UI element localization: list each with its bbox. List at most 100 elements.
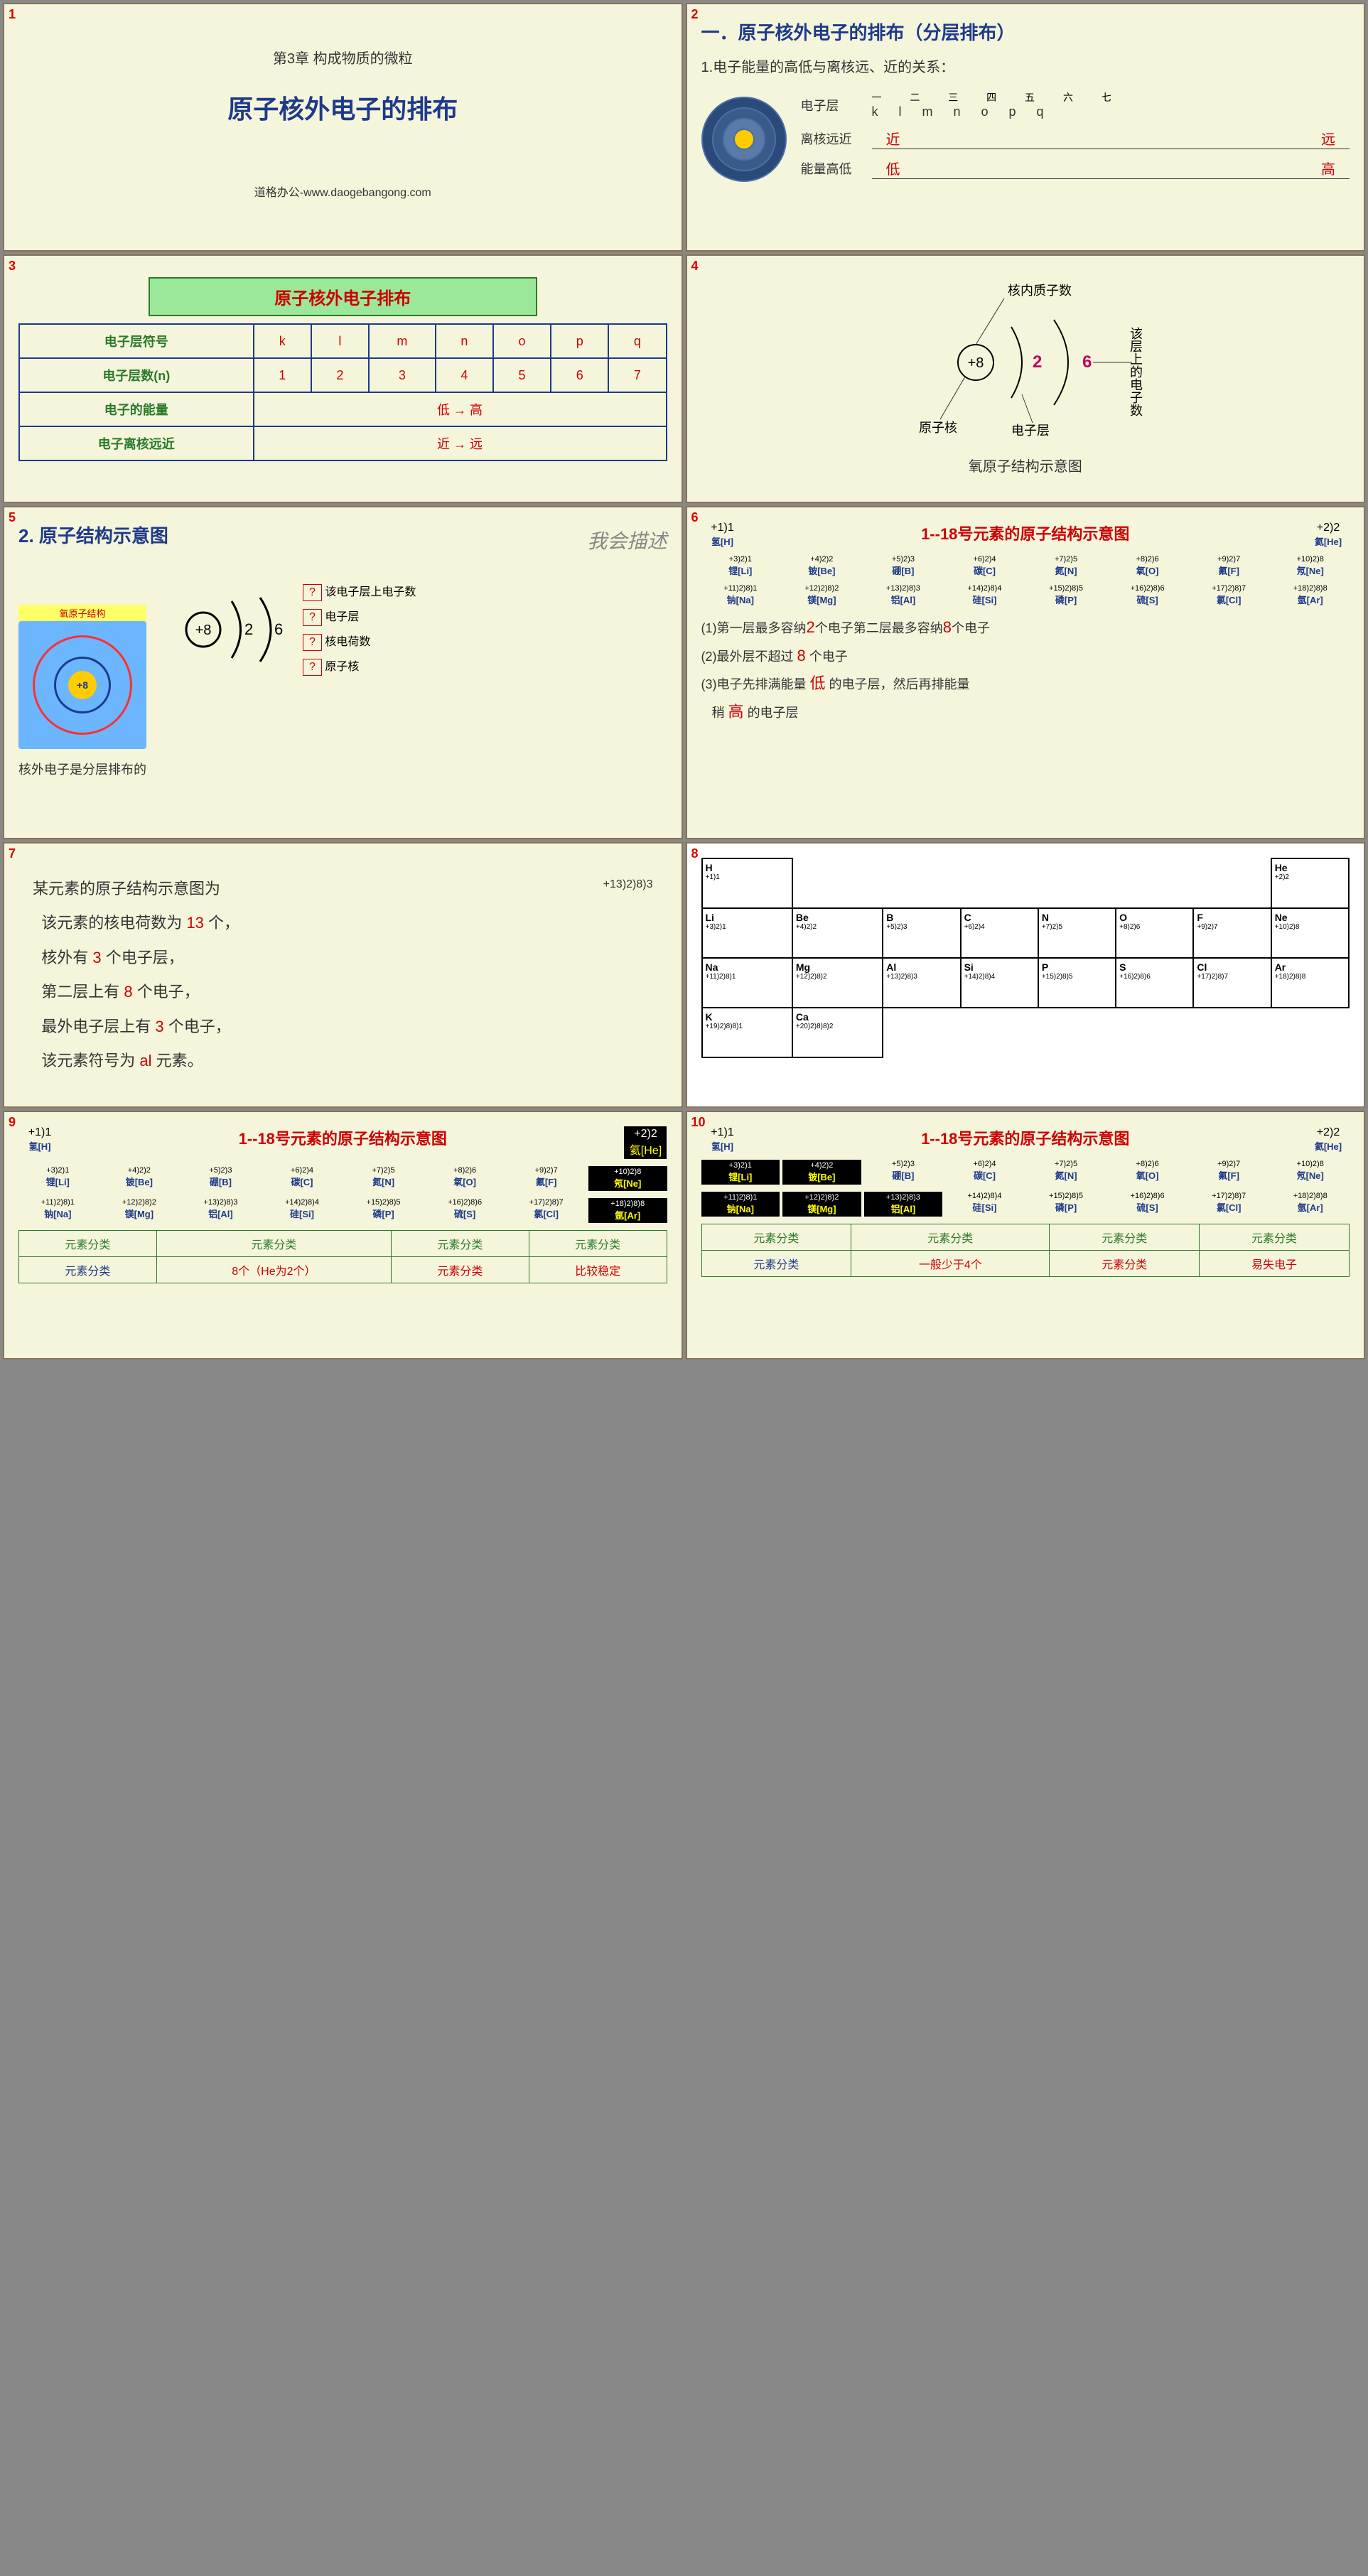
element-cell: +9)2)7氟[F]: [507, 1166, 586, 1191]
svg-text:电子层: 电子层: [1011, 424, 1050, 438]
element-cell: +15)2)8)5磷[P]: [344, 1198, 423, 1223]
svg-text:核内质子数: 核内质子数: [1008, 284, 1072, 298]
bottom-text: 核外电子是分层排布的: [18, 760, 146, 778]
element-cell: +5)2)3硼[B]: [864, 555, 943, 577]
element-cell: +13)2)8)3铝[Al]: [864, 1192, 943, 1217]
pt-cell: Ca+20)2)8)8)2: [792, 1008, 883, 1057]
slide9-title: 1--18号元素的原子结构示意图: [239, 1126, 447, 1159]
pt-cell: [1271, 1008, 1349, 1057]
element-cell: +16)2)8)6硫[S]: [1108, 584, 1187, 606]
pt-cell: [1193, 858, 1271, 908]
element-cell: +12)2)8)2镁[Mg]: [100, 1198, 179, 1223]
pt-cell: [1193, 1008, 1271, 1057]
element-cell: +6)2)4碳[C]: [263, 1166, 342, 1191]
slide-number: 2: [691, 7, 699, 22]
element-cell: +4)2)2铍[Be]: [782, 555, 861, 577]
pt-cell: O+8)2)6: [1116, 908, 1193, 958]
pt-cell: F+9)2)7: [1193, 908, 1271, 958]
element-cell: +18)2)8)8氩[Ar]: [1271, 1192, 1350, 1217]
element-cell: +9)2)7氟[F]: [1190, 1160, 1269, 1185]
pt-cell: Li+3)2)1: [702, 908, 792, 958]
slide-number: 6: [691, 510, 699, 525]
pt-cell: N+7)2)5: [1038, 908, 1116, 958]
shell-table: 电子层符号 k l m n o p q 电子层数(n) 1 2 3 4 5 6 …: [18, 323, 667, 461]
element-cell: +7)2)5氮[N]: [344, 1166, 423, 1191]
pt-cell: [961, 1008, 1038, 1057]
footer-text: 道格办公-www.daogebangong.com: [18, 183, 667, 200]
element-cell: +17)2)8)7氯[Cl]: [1190, 1192, 1269, 1217]
pt-cell: [961, 858, 1038, 908]
element-grid-row3: +11)2)8)1钠[Na]+12)2)8)2镁[Mg]+13)2)8)3铝[A…: [701, 584, 1350, 606]
element-cell: +4)2)2铍[Be]: [100, 1166, 179, 1191]
svg-text:+8: +8: [195, 623, 212, 638]
element-cell: +6)2)4碳[C]: [945, 555, 1024, 577]
svg-text:6: 6: [274, 620, 283, 638]
row-label: 能量高低: [801, 159, 872, 178]
oxygen-atom-diagram: +8 2 6 核内质子数 原子核 电子层 该层上的电子数: [701, 270, 1350, 448]
element-cell: +17)2)8)7氯[Cl]: [1190, 584, 1269, 606]
element-cell: +12)2)8)2镁[Mg]: [782, 1192, 861, 1217]
svg-text:原子核: 原子核: [919, 421, 957, 435]
element-cell: +9)2)7氟[F]: [1190, 555, 1269, 577]
pt-cell: B+5)2)3: [883, 908, 960, 958]
slide10-title: 1--18号元素的原子结构示意图: [921, 1126, 1129, 1153]
section-title: 2. 原子结构示意图: [18, 522, 168, 548]
pt-cell: [1116, 1008, 1193, 1057]
pt-cell: Si+14)2)8)4: [961, 958, 1038, 1008]
element-cell: +14)2)8)4硅[Si]: [945, 584, 1024, 606]
slide-4: 4 +8 2 6 核内质子数 原子核 电子层 该层上的电子数 氧原子结构示意图: [686, 254, 1366, 503]
chapter-label: 第3章 构成物质的微粒: [18, 47, 667, 68]
svg-text:2: 2: [244, 620, 253, 638]
pt-cell: [883, 1008, 960, 1057]
slide-number: 3: [9, 259, 16, 274]
row-label: 离核远近: [801, 129, 872, 148]
slide-number: 4: [691, 259, 699, 274]
row-label: 电子层: [801, 96, 872, 114]
svg-text:2: 2: [1033, 352, 1042, 372]
pt-cell: [1038, 1008, 1116, 1057]
pt-cell: C+6)2)4: [961, 908, 1038, 958]
slide-3: 3 原子核外电子排布 电子层符号 k l m n o p q 电子层数(n) 1…: [3, 254, 683, 503]
element-cell: +8)2)6氧[O]: [1108, 555, 1187, 577]
slide-number: 5: [9, 510, 16, 525]
element-cell: +10)2)8氖[Ne]: [1271, 555, 1350, 577]
pt-cell: Be+4)2)2: [792, 908, 883, 958]
pt-cell: [1116, 858, 1193, 908]
element-cell: +14)2)8)4硅[Si]: [945, 1192, 1024, 1217]
pt-cell: P+15)2)8)5: [1038, 958, 1116, 1008]
row-top: 一 二 三 四 五 六 七: [872, 90, 1350, 104]
svg-text:+8: +8: [967, 355, 984, 371]
element-cell: +13)2)8)3铝[Al]: [181, 1198, 260, 1223]
oxygen-structure-icon: +8: [18, 621, 146, 749]
pt-cell: Al+13)2)8)3: [883, 958, 960, 1008]
main-title: 原子核外电子的排布: [18, 89, 667, 126]
slide-number: 9: [9, 1115, 16, 1130]
caption: 氧原子结构示意图: [701, 455, 1350, 475]
element-cell: +15)2)8)5磷[P]: [1027, 1192, 1106, 1217]
element-cell: +5)2)3硼[B]: [181, 1166, 260, 1191]
slide-5: 5 2. 原子结构示意图 我会描述 氧原子结构 +8 核外电子是分层排布的 +8…: [3, 506, 683, 839]
element-cell: +5)2)3硼[B]: [864, 1160, 943, 1185]
element-cell: +15)2)8)5磷[P]: [1027, 584, 1106, 606]
element-cell: +7)2)5氮[N]: [1027, 1160, 1106, 1185]
pt-cell: [1038, 858, 1116, 908]
slide-1: 1 第3章 构成物质的微粒 原子核外电子的排布 道格办公-www.daogeba…: [3, 3, 683, 252]
element-cell: +3)2)1锂[Li]: [18, 1166, 97, 1191]
element-cell: +11)2)8)1钠[Na]: [701, 1192, 780, 1217]
pt-cell: [883, 858, 960, 908]
element-cell: +8)2)6氧[O]: [426, 1166, 505, 1191]
element-cell: +12)2)8)2镁[Mg]: [782, 584, 861, 606]
element-grid-row2: +3)2)1锂[Li]+4)2)2铍[Be]+5)2)3硼[B]+6)2)4碳[…: [701, 555, 1350, 577]
element-cell: +4)2)2铍[Be]: [782, 1160, 861, 1185]
element-cell: +8)2)6氧[O]: [1108, 1160, 1187, 1185]
element-cell: +14)2)8)4硅[Si]: [263, 1198, 342, 1223]
periodic-table: H+1)1He+2)2Li+3)2)1Be+4)2)2B+5)2)3C+6)2)…: [701, 858, 1350, 1058]
element-cell: +11)2)8)1钠[Na]: [18, 1198, 97, 1223]
cursive-text: 我会描述: [587, 526, 667, 554]
slide-2: 2 一．原子核外电子的排布（分层排布） 1.电子能量的高低与离核远、近的关系： …: [686, 3, 1366, 252]
svg-text:6: 6: [1082, 352, 1092, 372]
slide-10: 10 +1)1氢[H] 1--18号元素的原子结构示意图 +2)2氦[He] +…: [686, 1111, 1366, 1359]
green-title-box: 原子核外电子排布: [149, 277, 538, 316]
pt-cell: H+1)1: [702, 858, 792, 908]
pt-cell: Cl+17)2)8)7: [1193, 958, 1271, 1008]
